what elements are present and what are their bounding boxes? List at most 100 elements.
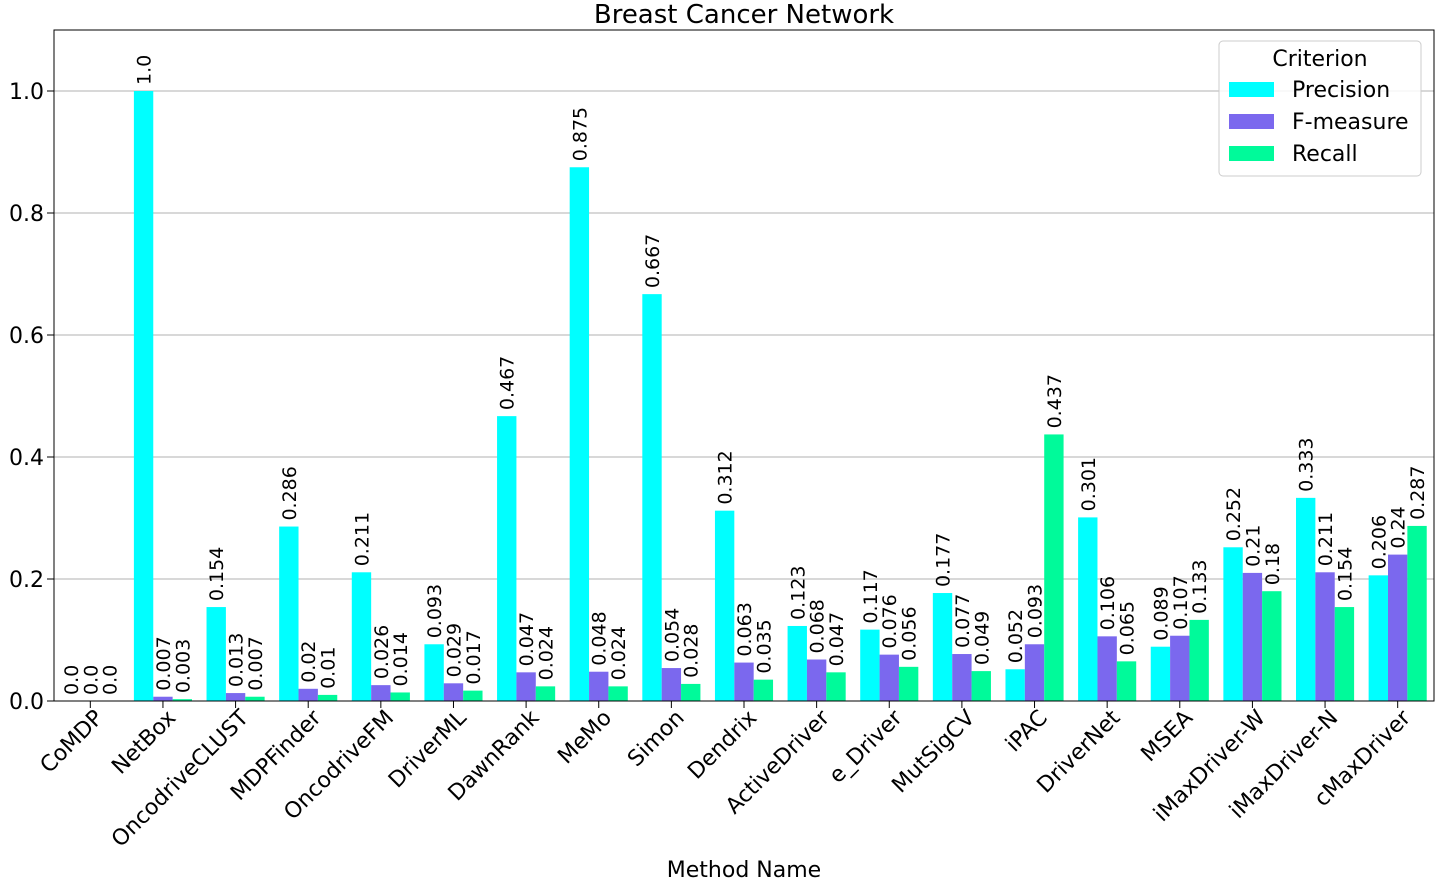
bar-recall-imaxdriver-w (1262, 591, 1282, 701)
bar-recall-activedriver (826, 672, 846, 701)
bar-f-measure-driverml (443, 683, 464, 701)
data-label-precision-msea: 0.089 (1150, 586, 1172, 640)
data-label-f-measure-simon: 0.054 (661, 608, 683, 662)
bar-f-measure-simon (661, 668, 682, 701)
bar-f-measure-msea (1170, 635, 1190, 701)
data-label-f-measure-dendrix: 0.063 (734, 602, 756, 656)
y-tick-label-0: 0.0 (9, 690, 44, 715)
data-label-recall-driverml: 0.017 (463, 630, 485, 684)
legend-swatch-recall (1229, 146, 1274, 161)
bar-recall-e_driver (898, 666, 919, 701)
bar-f-measure-oncodrivefm (371, 685, 391, 701)
bar-recall-driverml (463, 690, 483, 701)
bar-precision-memo (569, 167, 590, 701)
data-label-recall-oncodriveclust: 0.007 (245, 636, 267, 690)
bar-f-measure-imaxdriver-n (1315, 572, 1335, 701)
data-label-f-measure-oncodrivefm: 0.026 (371, 625, 393, 679)
data-label-recall-cmaxdriver: 0.287 (1407, 466, 1429, 520)
legend-title: Criterion (1272, 47, 1367, 72)
data-label-precision-ipac: 0.052 (1005, 609, 1027, 663)
x-axis-title: Method Name (667, 858, 821, 882)
data-label-recall-msea: 0.133 (1189, 559, 1211, 613)
data-label-precision-cmaxdriver: 0.206 (1368, 515, 1390, 569)
data-label-recall-e_driver: 0.056 (899, 606, 921, 660)
y-tick-label-2: 0.4 (9, 446, 44, 471)
bar-recall-drivernet (1116, 661, 1137, 701)
data-label-precision-oncodriveclust: 0.154 (206, 547, 228, 601)
bar-precision-cmaxdriver (1368, 575, 1388, 701)
x-tick-label-simon: Simon (623, 706, 689, 772)
data-label-recall-dendrix: 0.035 (753, 619, 775, 673)
data-label-f-measure-imaxdriver-n: 0.211 (1315, 512, 1337, 566)
bar-recall-dendrix (753, 679, 774, 701)
data-label-precision-memo: 0.875 (569, 107, 591, 161)
data-label-precision-e_driver: 0.117 (860, 569, 882, 623)
bar-f-measure-e_driver (879, 654, 899, 701)
bar-recall-ipac (1044, 434, 1064, 701)
legend-swatch-f-measure (1229, 114, 1274, 129)
data-label-f-measure-drivernet: 0.106 (1097, 576, 1119, 630)
data-label-precision-simon: 0.667 (642, 234, 664, 288)
data-label-precision-driverml: 0.093 (424, 584, 446, 638)
legend-label-precision: Precision (1292, 78, 1390, 103)
data-label-recall-drivernet: 0.065 (1117, 601, 1139, 655)
bar-recall-oncodriveclust (245, 696, 265, 701)
data-label-recall-mutsigcv: 0.049 (971, 611, 993, 665)
data-label-recall-memo: 0.024 (608, 626, 630, 680)
bar-f-measure-dawnrank (516, 672, 536, 701)
data-label-f-measure-msea: 0.107 (1170, 575, 1192, 629)
data-label-precision-dendrix: 0.312 (715, 450, 737, 504)
legend-swatch-precision (1229, 82, 1274, 97)
bar-precision-mdpfinder (279, 526, 299, 701)
data-label-recall-mdpfinder: 0.01 (318, 647, 340, 689)
y-tick-label-3: 0.6 (9, 324, 44, 349)
data-label-f-measure-activedriver: 0.068 (807, 599, 829, 653)
data-label-recall-netbox: 0.003 (172, 639, 194, 693)
bar-precision-drivernet (1078, 517, 1098, 701)
bar-precision-imaxdriver-n (1296, 497, 1316, 701)
data-label-f-measure-oncodriveclust: 0.013 (226, 633, 248, 687)
data-label-f-measure-comdp: 0.0 (80, 665, 102, 695)
bar-recall-cmaxdriver (1407, 525, 1427, 701)
gridlines (54, 90, 1434, 580)
data-label-f-measure-imaxdriver-w: 0.21 (1242, 525, 1264, 567)
x-tick-label-netbox: NetBox (107, 706, 181, 780)
data-label-f-measure-driverml: 0.029 (443, 623, 465, 677)
data-label-precision-comdp: 0.0 (61, 665, 83, 695)
bar-f-measure-ipac (1024, 644, 1045, 701)
data-label-f-measure-mdpfinder: 0.02 (298, 640, 320, 682)
x-tick-label-msea: MSEA (1137, 706, 1198, 767)
data-label-precision-oncodrivefm: 0.211 (351, 512, 373, 566)
x-tick-label-oncodriveclust: OncodriveCLUST (107, 705, 254, 852)
data-label-recall-imaxdriver-n: 0.154 (1334, 547, 1356, 601)
data-label-f-measure-ipac: 0.093 (1025, 584, 1047, 638)
bar-f-measure-drivernet (1097, 636, 1117, 701)
bar-recall-simon (681, 683, 701, 701)
bar-recall-memo (608, 686, 628, 701)
bar-precision-dawnrank (497, 416, 517, 701)
x-tick-label-memo: MeMo (553, 706, 617, 770)
plot-frame (53, 29, 1435, 702)
data-label-recall-ipac: 0.437 (1044, 374, 1066, 428)
data-label-recall-imaxdriver-w: 0.18 (1262, 543, 1284, 585)
legend: Criterion Precision F-measure Recall (1218, 40, 1422, 177)
bar-precision-imaxdriver-w (1223, 547, 1243, 701)
data-label-precision-dawnrank: 0.467 (497, 356, 519, 410)
bar-precision-dendrix (714, 510, 735, 701)
data-label-precision-drivernet: 0.301 (1078, 457, 1100, 511)
data-label-precision-imaxdriver-w: 0.252 (1223, 487, 1245, 541)
bar-precision-e_driver (860, 629, 880, 701)
bar-recall-dawnrank (535, 686, 556, 701)
chart-title: Breast Cancer Network (594, 0, 894, 30)
bar-f-measure-netbox (153, 696, 173, 701)
bar-f-measure-oncodriveclust (225, 693, 246, 701)
data-label-recall-oncodrivefm: 0.014 (390, 632, 412, 686)
data-label-f-measure-mutsigcv: 0.077 (952, 594, 974, 648)
data-label-precision-imaxdriver-n: 0.333 (1296, 437, 1318, 491)
bar-f-measure-mutsigcv (952, 654, 972, 701)
bar-recall-msea (1189, 619, 1209, 701)
bar-f-measure-activedriver (806, 659, 827, 701)
bar-precision-activedriver (787, 625, 807, 701)
